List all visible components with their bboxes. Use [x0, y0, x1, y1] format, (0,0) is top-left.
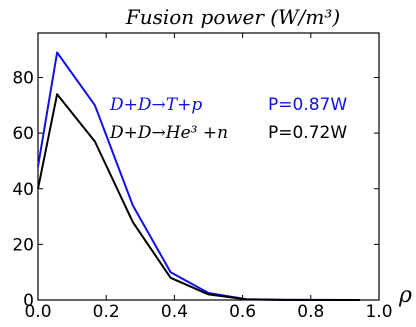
y-tick-label: 80 [12, 69, 34, 89]
axis-ticks: 0.0 0.2 0.4 0.6 0.8 1.0 0 20 40 60 80 [12, 33, 393, 322]
legend-equation: D+D→T+p [109, 95, 202, 115]
x-tick-label: 0.6 [229, 302, 256, 322]
y-tick-label: 40 [12, 180, 34, 200]
x-tick-label: 0.0 [24, 302, 51, 322]
x-tick-label: 0.8 [297, 302, 324, 322]
annotations: D+D→T+p P=0.87W D+D→He³ +n P=0.72W [109, 95, 347, 143]
series-line-dd-tp [37, 51, 360, 301]
x-tick-label: 0.4 [161, 302, 188, 322]
x-axis-label: ρ [398, 283, 412, 308]
plot-frame [37, 32, 380, 301]
y-tick-label: 0 [23, 291, 34, 311]
legend-power-value: P=0.87W [268, 95, 347, 115]
chart-title: Fusion power (W/m³) [125, 5, 340, 29]
legend-equation: D+D→He³ +n [109, 123, 228, 143]
legend-power-value: P=0.72W [268, 123, 347, 143]
x-tick-label: 0.2 [93, 302, 120, 322]
series-lines [37, 51, 360, 301]
series-line-dd-he3n [37, 93, 360, 301]
y-tick-label: 60 [12, 124, 34, 144]
x-tick-label: 1.0 [365, 302, 392, 322]
y-tick-label: 20 [12, 235, 34, 255]
